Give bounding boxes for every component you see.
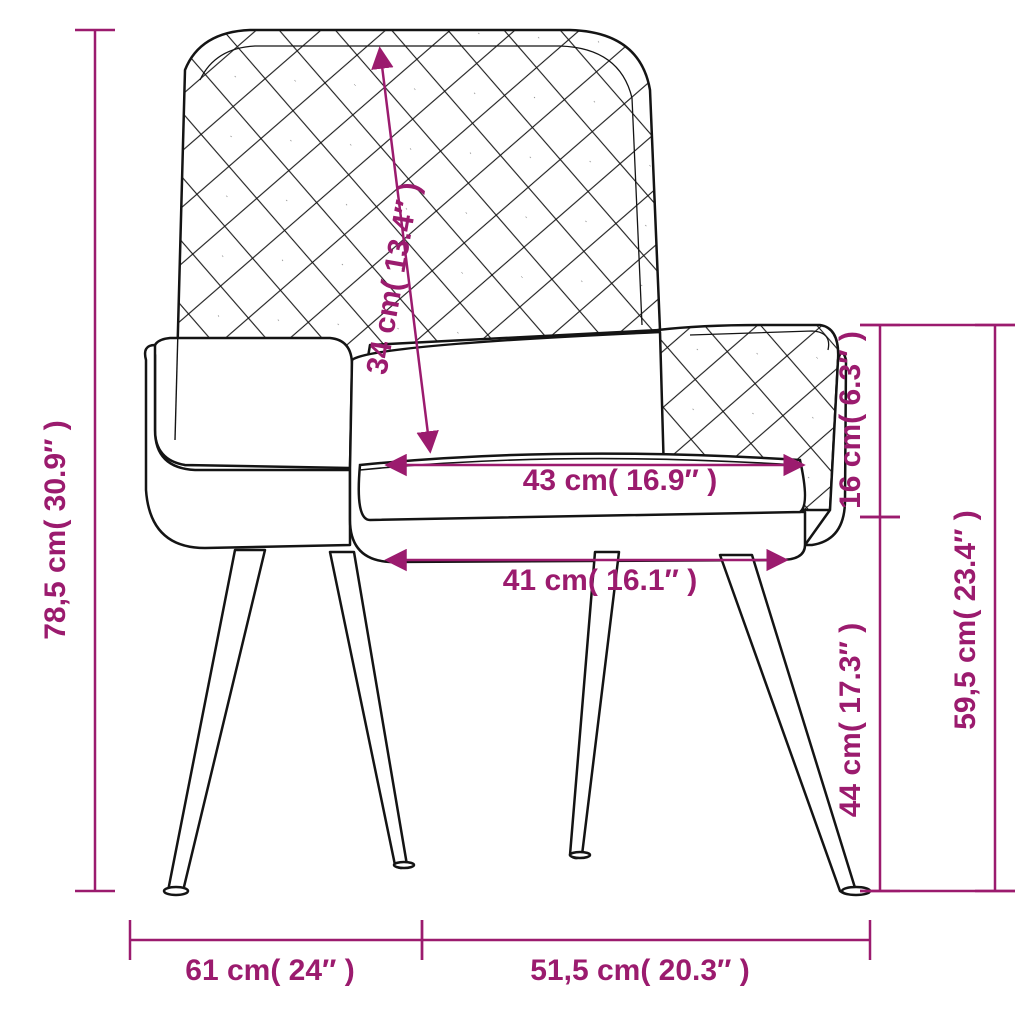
leg xyxy=(168,550,265,894)
dim-label-seat_height: 44 cm( 17.3″ ) xyxy=(834,623,867,817)
armrest-left xyxy=(154,338,352,468)
dim-label-arm_height: 59,5 cm( 23.4″ ) xyxy=(949,510,982,730)
dim-label-seat_depth: 43 cm( 16.9″ ) xyxy=(523,464,717,497)
chair-outline xyxy=(145,30,870,895)
dim-label-depth: 61 cm( 24″ ) xyxy=(185,954,354,987)
dim-label-total_height: 78,5 cm( 30.9″ ) xyxy=(39,420,72,640)
leg xyxy=(570,552,619,858)
leg xyxy=(330,552,407,868)
dim-label-seat_width: 41 cm( 16.1″ ) xyxy=(503,564,697,597)
dim-label-arm_to_seat: 16 cm( 6.3″ ) xyxy=(834,331,867,509)
dim-label-width: 51,5 cm( 20.3″ ) xyxy=(530,954,750,987)
